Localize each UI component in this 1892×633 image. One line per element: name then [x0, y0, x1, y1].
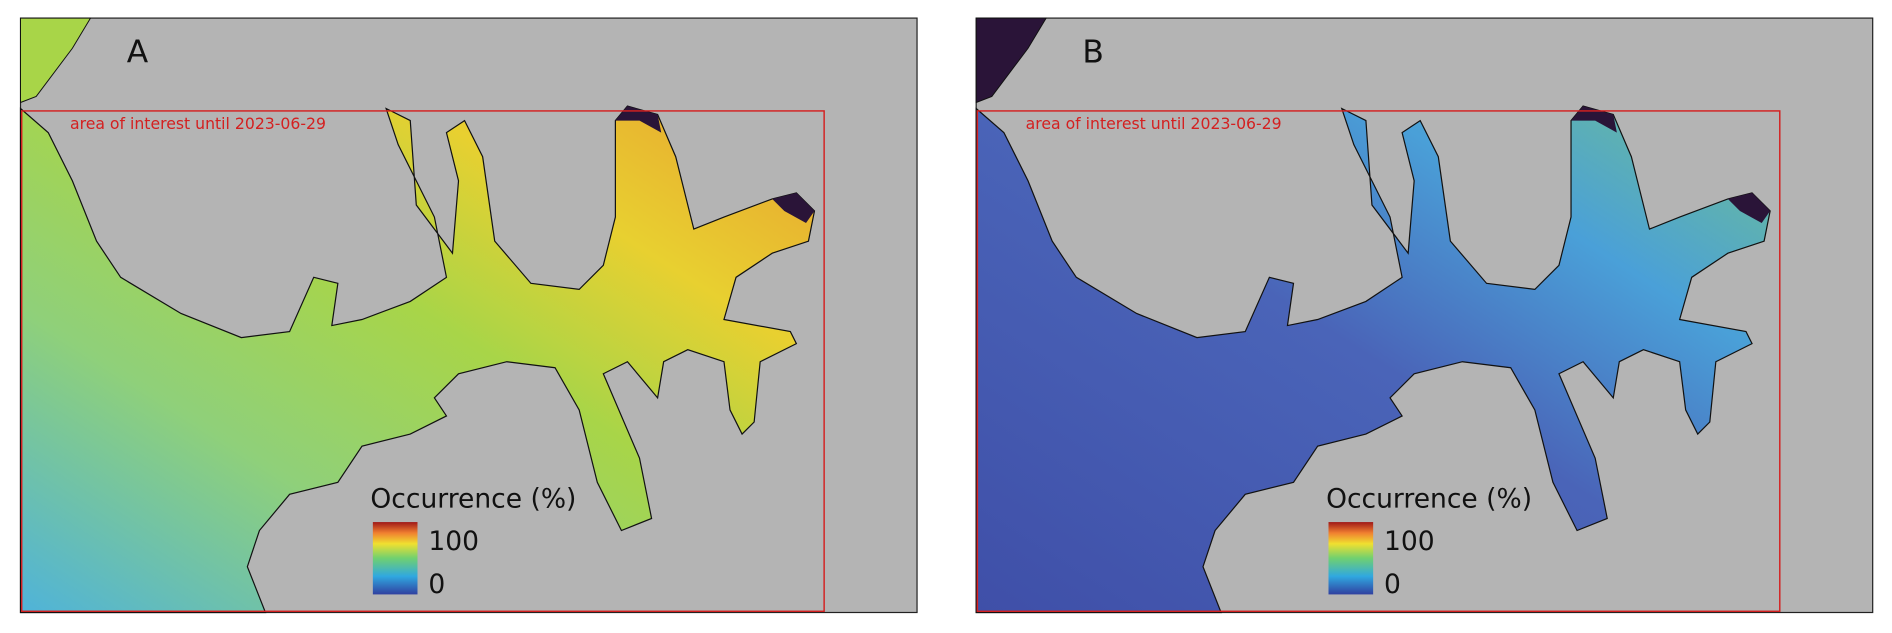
colorbar [372, 522, 418, 595]
panel-label: A [127, 35, 149, 71]
area-of-interest [976, 110, 1781, 613]
panel-label: B [1082, 35, 1104, 71]
no-data-tip [1727, 192, 1771, 224]
colorbar-max: 100 [1384, 526, 1435, 557]
aoi-annotation: area of interest until 2023-06-29 [1026, 114, 1282, 133]
legend-title: Occurrence (%) [370, 484, 576, 515]
colorbar-max: 100 [428, 526, 479, 557]
no-data-tip [772, 192, 815, 224]
no-data-tip [615, 106, 662, 133]
no-data-tip [1571, 106, 1617, 133]
colorbar-min: 0 [1384, 569, 1401, 600]
aoi-annotation: area of interest until 2023-06-29 [70, 114, 326, 133]
area-of-interest [20, 110, 825, 613]
colorbar-min: 0 [428, 569, 445, 600]
corner-water [20, 17, 92, 104]
corner-water [975, 17, 1048, 104]
colorbar [1328, 522, 1374, 595]
legend-title: Occurrence (%) [1326, 484, 1532, 515]
